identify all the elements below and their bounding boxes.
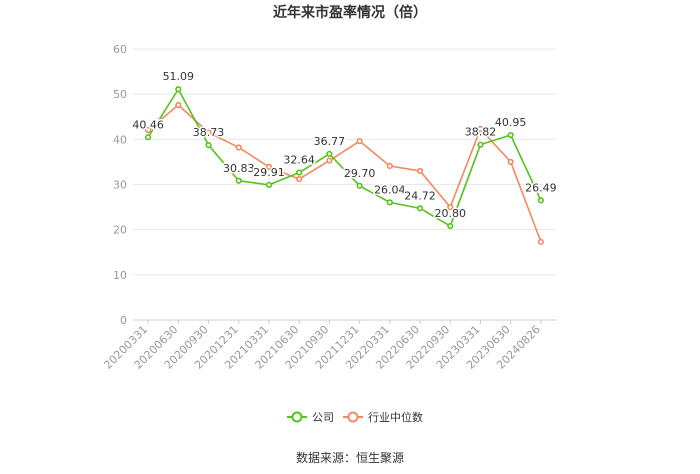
series-lines bbox=[145, 86, 544, 245]
y-tick-label: 40 bbox=[113, 133, 127, 146]
data-label: 51.09 bbox=[163, 70, 195, 83]
data-point[interactable] bbox=[537, 238, 544, 245]
data-point[interactable] bbox=[507, 158, 514, 166]
data-point[interactable] bbox=[265, 181, 273, 189]
data-point[interactable] bbox=[235, 144, 242, 151]
data-label: 32.64 bbox=[283, 154, 315, 167]
legend-company-marker bbox=[291, 411, 303, 423]
series-1 bbox=[145, 101, 544, 245]
data-source: 数据来源：恒生聚源 bbox=[296, 450, 404, 465]
data-point[interactable] bbox=[447, 222, 454, 230]
data-point[interactable] bbox=[296, 175, 303, 183]
data-point[interactable] bbox=[356, 182, 363, 189]
data-label: 20.80 bbox=[435, 207, 467, 220]
data-point[interactable] bbox=[145, 127, 152, 134]
data-point[interactable] bbox=[145, 134, 152, 141]
data-point[interactable] bbox=[265, 163, 273, 170]
data-point[interactable] bbox=[447, 203, 454, 211]
y-tick-label: 10 bbox=[113, 269, 127, 282]
data-point[interactable] bbox=[235, 177, 242, 184]
data-point[interactable] bbox=[416, 205, 424, 212]
data-point[interactable] bbox=[205, 129, 212, 136]
legend-company-label: 公司 bbox=[312, 411, 334, 424]
data-point[interactable] bbox=[416, 167, 424, 175]
data-point[interactable] bbox=[326, 150, 333, 158]
x-axis-ticks: 2020033120200630202009302020123120210331… bbox=[101, 320, 543, 372]
legend-industry-label: 行业中位数 bbox=[368, 410, 423, 424]
y-tick-label: 60 bbox=[113, 43, 127, 56]
grid-lines bbox=[133, 48, 556, 321]
data-label: 40.95 bbox=[495, 116, 527, 129]
series-line bbox=[147, 104, 542, 243]
series-line bbox=[147, 88, 542, 227]
legend: 公司 行业中位数 bbox=[287, 410, 423, 424]
y-tick-label: 50 bbox=[113, 88, 127, 101]
data-point[interactable] bbox=[477, 125, 484, 133]
legend-industry-marker bbox=[347, 411, 359, 423]
y-tick-label: 30 bbox=[113, 179, 127, 192]
data-label: 29.91 bbox=[253, 166, 285, 179]
data-label: 26.49 bbox=[525, 181, 557, 194]
legend-item-company[interactable]: 公司 bbox=[287, 411, 334, 424]
data-point[interactable] bbox=[477, 141, 484, 148]
data-label: 24.72 bbox=[404, 189, 436, 202]
data-label: 36.77 bbox=[314, 135, 346, 148]
data-point[interactable] bbox=[537, 197, 544, 204]
y-tick-label: 20 bbox=[113, 224, 127, 237]
legend-item-industry-median[interactable]: 行业中位数 bbox=[343, 410, 423, 424]
data-point[interactable] bbox=[175, 101, 182, 109]
series-0 bbox=[145, 86, 544, 230]
data-label: 38.82 bbox=[465, 126, 497, 139]
y-axis-ticks: 0 10 20 30 40 50 60 bbox=[113, 43, 127, 327]
data-point[interactable] bbox=[386, 199, 393, 206]
data-point[interactable] bbox=[507, 131, 514, 139]
data-label: 30.83 bbox=[223, 162, 255, 175]
data-point[interactable] bbox=[205, 141, 212, 149]
data-point[interactable] bbox=[175, 86, 182, 93]
data-point[interactable] bbox=[386, 162, 393, 170]
chart-title: 近年来市盈率情况（倍） bbox=[273, 4, 427, 21]
data-label: 38.73 bbox=[193, 126, 225, 139]
data-point[interactable] bbox=[356, 138, 363, 145]
data-label: 29.70 bbox=[344, 167, 376, 180]
y-tick-label: 0 bbox=[120, 314, 127, 327]
data-label: 26.04 bbox=[374, 183, 406, 196]
data-point[interactable] bbox=[326, 157, 333, 164]
data-point[interactable] bbox=[296, 169, 303, 176]
data-label: 40.46 bbox=[132, 118, 164, 131]
